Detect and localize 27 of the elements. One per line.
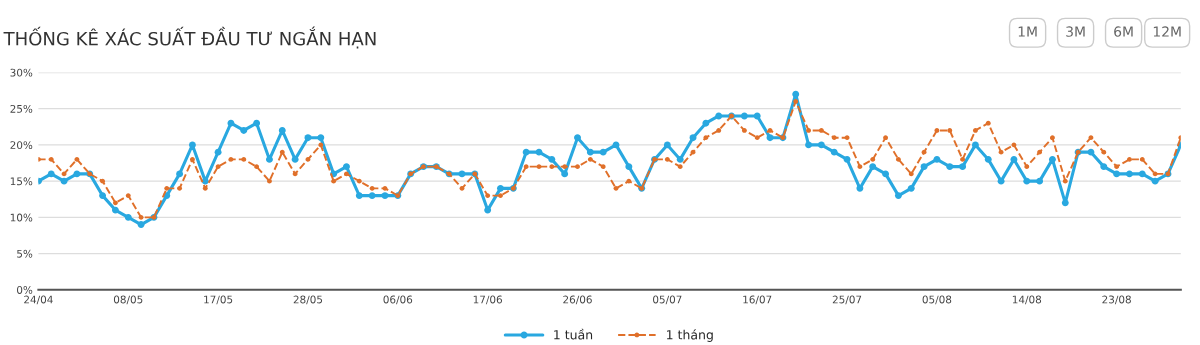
legend-label: 1 tháng bbox=[667, 329, 713, 342]
x-tick-label: 23/08 bbox=[1102, 295, 1131, 305]
chart-title: THỐNG KÊ XÁC SUẤT ĐẦU TƯ NGẮN HẠN bbox=[3, 26, 376, 49]
x-tick-label: 17/06 bbox=[473, 295, 503, 305]
y-tick-label: 10% bbox=[10, 213, 33, 222]
x-tick-label: 28/05 bbox=[293, 295, 323, 305]
text: 3M bbox=[1066, 26, 1085, 37]
x-tick-label: 06/06 bbox=[383, 295, 413, 305]
y-tick-label: 20% bbox=[10, 141, 33, 150]
x-tick-label: 26/06 bbox=[563, 295, 592, 305]
x-tick-label: 14/08 bbox=[1012, 295, 1042, 305]
y-tick-label: 15% bbox=[10, 177, 33, 186]
y-tick-label: 30% bbox=[10, 68, 33, 77]
y-tick-label: 0% bbox=[17, 286, 33, 294]
text: 1M bbox=[1018, 26, 1037, 37]
x-tick-label: 08/05 bbox=[113, 295, 143, 305]
y-tick-label: 25% bbox=[10, 104, 33, 113]
legend-label: 1 tuần bbox=[554, 328, 593, 340]
text: 12M bbox=[1153, 26, 1181, 37]
text: 6M bbox=[1114, 26, 1133, 37]
x-tick-label: 17/05 bbox=[204, 295, 233, 305]
x-tick-label: 25/07 bbox=[832, 295, 862, 305]
y-tick-label: 5% bbox=[17, 249, 33, 258]
x-tick-label: 05/08 bbox=[922, 295, 952, 305]
x-tick-label: 24/04 bbox=[24, 295, 53, 305]
x-tick-label: 16/07 bbox=[743, 295, 772, 305]
x-tick-label: 05/07 bbox=[653, 295, 682, 305]
